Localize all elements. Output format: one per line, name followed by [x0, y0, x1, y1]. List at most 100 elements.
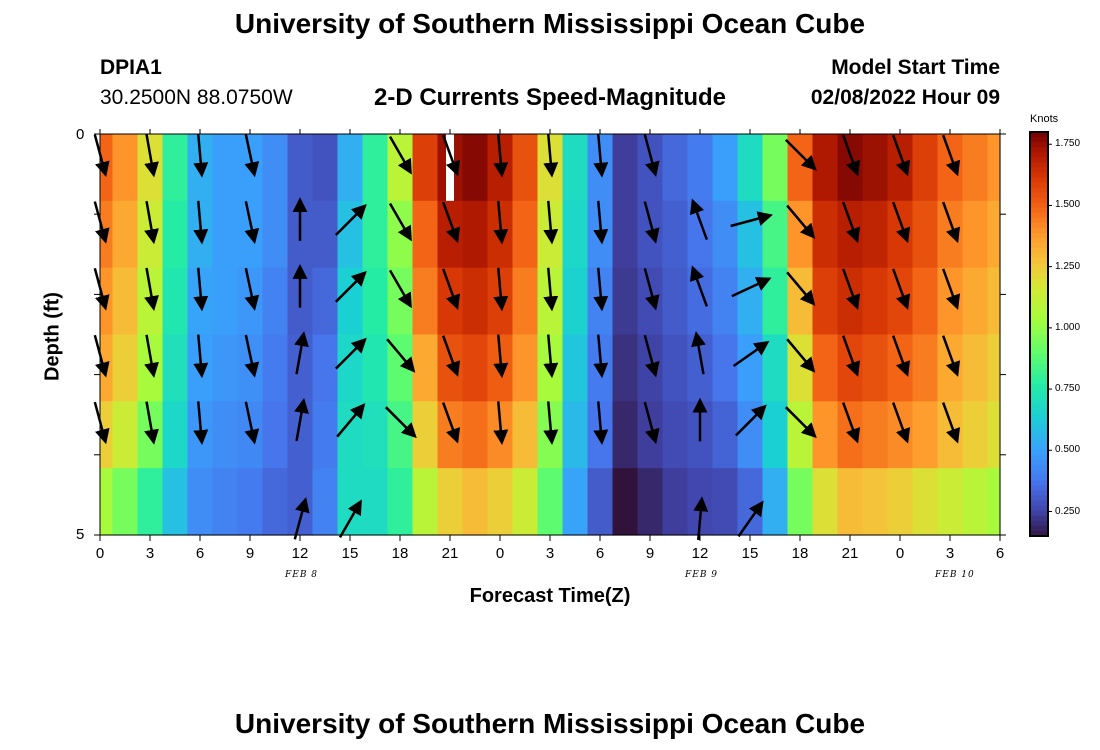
colorbar-segment: [1030, 515, 1048, 522]
colorbar-segment: [1030, 187, 1048, 194]
heatmap-cell: [337, 468, 364, 536]
colorbar-segment: [1030, 157, 1048, 163]
heatmap-cell: [937, 200, 964, 269]
colorbar-segment: [1030, 369, 1048, 375]
colorbar-segment: [1030, 399, 1048, 406]
current-vector-arrow: [593, 334, 609, 379]
current-vector-arrow: [543, 133, 559, 178]
heatmap-cell: [612, 134, 639, 202]
current-vector-arrow: [786, 204, 816, 240]
colorbar-segment: [1030, 132, 1048, 138]
heatmap-cell: [112, 334, 139, 402]
colorbar-segment: [1030, 318, 1048, 325]
x-tick-label: 6: [195, 545, 205, 562]
heatmap-cell: [662, 134, 689, 202]
heatmap-cell: [762, 200, 789, 269]
colorbar-segment: [1030, 283, 1048, 290]
current-vector-arrow: [941, 201, 961, 244]
current-vector-arrow: [244, 134, 260, 178]
current-vector-arrow: [144, 334, 159, 378]
heatmap-cell: [262, 468, 289, 536]
heatmap-cell: [762, 334, 789, 402]
current-vector-arrow: [737, 500, 764, 538]
heatmap-cell: [112, 134, 139, 202]
heatmap-cell: [912, 468, 939, 536]
colorbar-segment: [1030, 475, 1048, 482]
heatmap-cell: [712, 334, 739, 402]
heatmap-cell: [887, 334, 914, 402]
heatmap-cell: [512, 334, 539, 402]
heatmap-cell: [637, 468, 664, 536]
heatmap-cell: [100, 200, 114, 269]
colorbar-segment: [1030, 480, 1048, 487]
x-tick-label: 6: [595, 545, 605, 562]
station-id: DPIA1: [100, 56, 162, 79]
heatmap-cell: [112, 267, 139, 336]
heatmap-cell: [962, 134, 989, 202]
heatmap-cell: [887, 267, 914, 336]
colorbar-segment: [1030, 404, 1048, 411]
heatmap-cell: [100, 267, 114, 336]
heatmap-cell: [362, 401, 389, 469]
heatmap-cell: [962, 468, 989, 536]
current-vector-arrow: [543, 200, 559, 245]
heatmap-cell: [512, 200, 539, 269]
current-vector-arrow: [384, 406, 417, 439]
current-vector-arrow: [441, 268, 461, 310]
colorbar-segment: [1030, 227, 1048, 234]
colorbar-segment: [1030, 505, 1048, 512]
model-start-value: 02/08/2022 Hour 09: [810, 86, 1000, 109]
colorbar-segment: [1030, 258, 1048, 264]
heatmap-cell: [100, 401, 114, 469]
heatmap-cell: [412, 134, 439, 202]
current-vector-arrow: [543, 334, 559, 379]
current-vector-arrow: [193, 401, 209, 445]
current-vector-arrow: [643, 268, 660, 311]
colorbar-segment: [1030, 450, 1048, 456]
heatmap-cell: [687, 267, 714, 336]
heatmap-cell: [887, 134, 914, 202]
date-label: FEB 8: [285, 570, 319, 580]
x-tick-label: 21: [441, 545, 459, 562]
colorbar-segment: [1030, 485, 1048, 492]
x-tick-label: 12: [691, 545, 709, 562]
current-vector-arrow: [493, 133, 509, 178]
heatmap-cell: [462, 334, 489, 402]
heatmap-cell: [937, 401, 964, 469]
heatmap-cell: [512, 468, 539, 536]
colorbar-segment: [1030, 238, 1048, 244]
heatmap-cell: [987, 401, 1001, 469]
heatmap-cell: [212, 134, 239, 202]
heatmap-cell: [962, 334, 989, 402]
colorbar-segment: [1030, 303, 1048, 310]
colorbar-segment: [1030, 389, 1048, 396]
current-vector-arrow: [193, 334, 209, 379]
heatmap-cell: [362, 134, 389, 202]
y-tick-0: 0: [76, 126, 85, 143]
x-tick-label: 15: [741, 545, 759, 562]
current-vector-arrow: [689, 198, 709, 241]
heatmap-cell: [412, 200, 439, 269]
heatmap-cell: [612, 334, 639, 402]
heatmap-cell: [837, 267, 864, 336]
colorbar-segment: [1030, 460, 1048, 466]
heatmap-cell: [712, 200, 739, 269]
current-vector-arrow: [388, 136, 412, 175]
current-vector-arrow: [493, 267, 509, 312]
current-vector-arrow: [693, 496, 709, 541]
colorbar-segment: [1030, 167, 1048, 173]
colorbar-label: 0.250: [1055, 505, 1081, 517]
heatmap-cell: [437, 267, 464, 336]
x-tick-label: 15: [341, 545, 359, 562]
heatmap-cell: [612, 267, 639, 336]
heatmap-cells: [100, 134, 1001, 536]
heatmap-cell: [562, 134, 589, 202]
current-vector-arrow: [144, 134, 159, 178]
colorbar-segment: [1030, 339, 1048, 345]
colorbar-segment: [1030, 293, 1048, 300]
heatmap-cell: [587, 468, 614, 536]
current-vector-arrow: [543, 267, 559, 312]
date-label: FEB 9: [685, 570, 719, 580]
colorbar-segment: [1030, 510, 1048, 517]
